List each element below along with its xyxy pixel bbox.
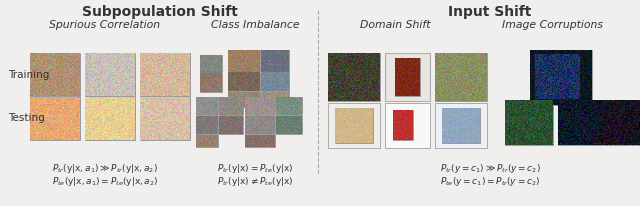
- Bar: [196, 97, 218, 115]
- Bar: [219, 97, 243, 115]
- Text: $P_{tr}(\mathrm{y}|\mathrm{x}) \neq P_{te}(\mathrm{y}|\mathrm{x})$: $P_{tr}(\mathrm{y}|\mathrm{x}) \neq P_{t…: [217, 175, 293, 188]
- Bar: [200, 74, 222, 92]
- Bar: [228, 50, 260, 72]
- Bar: [85, 53, 135, 96]
- Text: Class Imbalance: Class Imbalance: [211, 20, 300, 30]
- Bar: [558, 100, 606, 145]
- Bar: [30, 97, 80, 140]
- Bar: [393, 110, 413, 140]
- Text: $P_{tr}(\mathrm{y}|\mathrm{x}) = P_{te}(\mathrm{y}|\mathrm{x})$: $P_{tr}(\mathrm{y}|\mathrm{x}) = P_{te}(…: [217, 162, 293, 175]
- Text: $P_{tr}(\mathrm{y}|\mathrm{x}, a_1) \gg P_{tr}(\mathrm{y}|\mathrm{x}, a_2)$: $P_{tr}(\mathrm{y}|\mathrm{x}, a_1) \gg …: [52, 162, 158, 175]
- Bar: [435, 53, 487, 101]
- Bar: [328, 103, 380, 148]
- Text: $P_{tr}(y = c_1) \gg P_{tr}(y = c_2)$: $P_{tr}(y = c_1) \gg P_{tr}(y = c_2)$: [440, 162, 540, 175]
- Bar: [219, 116, 243, 134]
- Bar: [85, 97, 135, 140]
- Text: $P_{te}(y = c_1) = P_{tr}(y = c_2)$: $P_{te}(y = c_1) = P_{tr}(y = c_2)$: [440, 175, 540, 188]
- Bar: [228, 92, 260, 107]
- Text: Domain Shift: Domain Shift: [360, 20, 430, 30]
- Bar: [140, 53, 190, 96]
- Bar: [200, 55, 222, 73]
- Bar: [335, 108, 373, 143]
- Text: Spurious Correlation: Spurious Correlation: [49, 20, 161, 30]
- Bar: [196, 135, 218, 147]
- Bar: [30, 53, 80, 96]
- Text: Training: Training: [8, 70, 49, 80]
- Bar: [245, 97, 275, 115]
- Text: Testing: Testing: [8, 113, 45, 123]
- Text: Subpopulation Shift: Subpopulation Shift: [82, 5, 238, 19]
- Bar: [385, 53, 430, 101]
- Bar: [385, 103, 430, 148]
- Bar: [276, 97, 302, 115]
- Bar: [261, 50, 289, 72]
- Text: Image Corruptions: Image Corruptions: [502, 20, 604, 30]
- Bar: [261, 92, 289, 107]
- Bar: [442, 108, 480, 143]
- Bar: [140, 97, 190, 140]
- Bar: [530, 50, 592, 105]
- Bar: [228, 73, 260, 91]
- Bar: [245, 116, 275, 134]
- Bar: [395, 58, 420, 96]
- Bar: [328, 53, 380, 101]
- Bar: [261, 73, 289, 91]
- Bar: [196, 116, 218, 134]
- Bar: [600, 100, 640, 145]
- Bar: [535, 54, 580, 99]
- Text: $P_{te}(\mathrm{y}|\mathrm{x}, a_1) = P_{te}(\mathrm{y}|\mathrm{x}, a_2)$: $P_{te}(\mathrm{y}|\mathrm{x}, a_1) = P_…: [52, 175, 158, 188]
- Text: Input Shift: Input Shift: [448, 5, 532, 19]
- Bar: [435, 103, 487, 148]
- Bar: [245, 135, 275, 147]
- Bar: [276, 116, 302, 134]
- Bar: [505, 100, 553, 145]
